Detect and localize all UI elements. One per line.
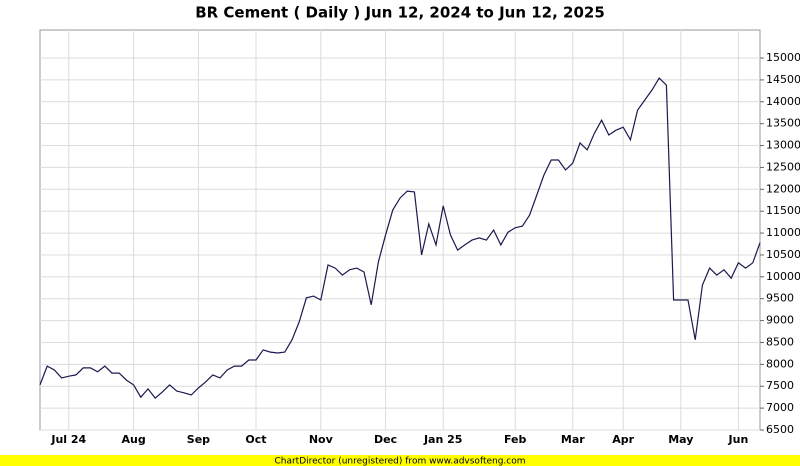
y-tick-label: 11000 [766, 226, 800, 239]
y-tick-label: 8500 [766, 335, 794, 348]
y-tick-label: 14500 [766, 73, 800, 86]
y-tick-label: 12500 [766, 160, 800, 173]
x-tick-label: Mar [561, 433, 585, 446]
y-tick-label: 13500 [766, 117, 800, 130]
footer-bar [0, 455, 800, 466]
y-tick-label: 10500 [766, 248, 800, 261]
x-tick-label: Dec [374, 433, 397, 446]
price-line [39, 77, 761, 399]
y-tick-label: 9000 [766, 314, 794, 327]
y-tick-label: 11500 [766, 204, 800, 217]
y-tick-label: 10000 [766, 270, 800, 283]
plot-area [39, 29, 761, 431]
footer-text: ChartDirector (unregistered) from www.ad… [274, 457, 525, 466]
chart-title: BR Cement ( Daily ) Jun 12, 2024 to Jun … [195, 4, 605, 22]
x-tick-label: Feb [504, 433, 527, 446]
x-tick-label: Oct [245, 433, 266, 446]
x-tick-label: Jan 25 [423, 433, 462, 446]
x-tick-label: Jul 24 [50, 433, 86, 446]
y-tick-label: 7500 [766, 379, 794, 392]
y-tick-label: 8000 [766, 357, 794, 370]
x-tick-label: Nov [309, 433, 334, 446]
y-tick-label: 15000 [766, 51, 800, 64]
y-tick-label: 12000 [766, 182, 800, 195]
x-tick-label: Sep [187, 433, 210, 446]
x-tick-label: Aug [121, 433, 145, 446]
x-tick-label: Apr [612, 433, 634, 446]
y-tick-label: 7000 [766, 401, 794, 414]
y-tick-label: 14000 [766, 95, 800, 108]
x-tick-label: Jun [728, 433, 749, 446]
y-tick-label: 13000 [766, 139, 800, 152]
y-tick-label: 9500 [766, 292, 794, 305]
x-tick-label: May [668, 433, 693, 446]
y-tick-label: 6500 [766, 423, 794, 436]
